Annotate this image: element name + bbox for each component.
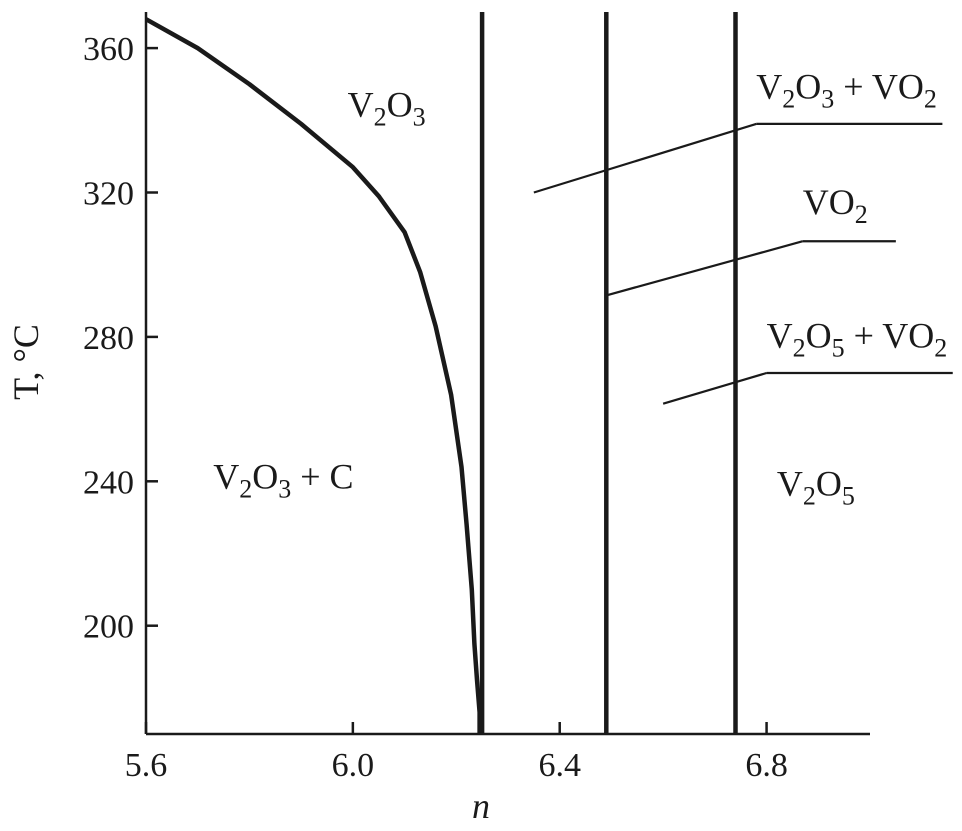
leader-v2o3-vo2 bbox=[533, 122, 757, 194]
x-axis-title: n bbox=[472, 786, 490, 826]
x-tick-label: 6.8 bbox=[745, 747, 788, 784]
series-v2o3-carbon-boundary bbox=[144, 17, 482, 734]
tick-labels: 5.6 6.0 6.4 6.8 200 240 280 320 360 bbox=[83, 31, 788, 784]
label-leader-lines bbox=[533, 122, 953, 405]
region-label-v2o5-vo2: V2O5 + VO2 bbox=[767, 316, 948, 363]
region-label-v2o3-c: V2O3 + C bbox=[213, 457, 353, 504]
leader-v2o5-vo2 bbox=[662, 371, 767, 405]
y-tick-label: 200 bbox=[83, 609, 134, 646]
region-label-vo2: VO2 bbox=[803, 182, 868, 229]
x-tick-label: 6.4 bbox=[538, 747, 581, 784]
y-tick-label: 360 bbox=[83, 31, 134, 68]
tick-marks bbox=[144, 46, 768, 734]
y-tick-label: 280 bbox=[83, 320, 134, 357]
axes bbox=[144, 12, 870, 736]
leader-vo2 bbox=[605, 240, 804, 297]
y-tick-label: 320 bbox=[83, 176, 134, 213]
region-labels: V2O3 V2O3 + C V2O5 V2O3 + VO2 VO2 V2O5 + VO2 bbox=[213, 67, 947, 511]
region-label-v2o3-vo2: V2O3 + VO2 bbox=[756, 67, 937, 114]
x-tick-label: 6.0 bbox=[332, 747, 375, 784]
y-axis-title: T, °C bbox=[6, 324, 46, 400]
phase-boundaries bbox=[144, 12, 738, 734]
y-tick-label: 240 bbox=[83, 464, 134, 501]
x-tick-label: 5.6 bbox=[125, 747, 168, 784]
region-label-v2o3: V2O3 bbox=[348, 85, 426, 132]
region-label-v2o5: V2O5 bbox=[777, 464, 855, 511]
